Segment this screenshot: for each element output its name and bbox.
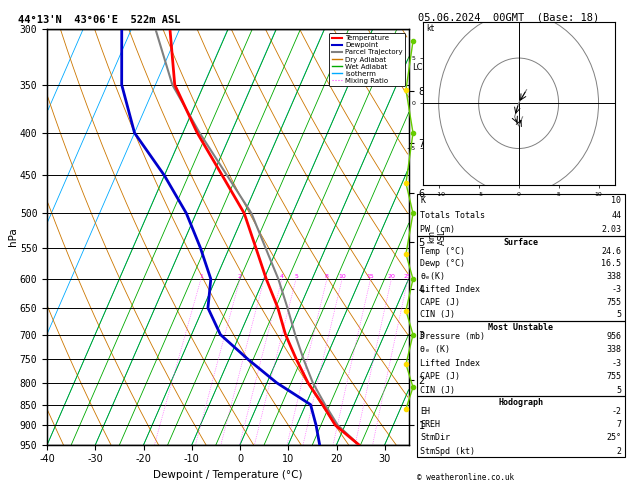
Text: CIN (J): CIN (J) — [420, 311, 455, 319]
Text: StmDir: StmDir — [420, 434, 450, 442]
Text: 5: 5 — [294, 274, 298, 279]
Text: Lifted Index: Lifted Index — [420, 285, 480, 294]
Text: 8: 8 — [325, 274, 329, 279]
Text: 2: 2 — [238, 274, 242, 279]
Text: 3: 3 — [262, 274, 266, 279]
Legend: Temperature, Dewpoint, Parcel Trajectory, Dry Adiabat, Wet Adiabat, Isotherm, Mi: Temperature, Dewpoint, Parcel Trajectory… — [329, 33, 405, 87]
Text: CAPE (J): CAPE (J) — [420, 372, 460, 382]
Text: 44: 44 — [611, 210, 621, 220]
Text: θₑ(K): θₑ(K) — [420, 272, 445, 281]
Text: CIN (J): CIN (J) — [420, 386, 455, 395]
Text: 755: 755 — [606, 372, 621, 382]
Text: EH: EH — [420, 407, 430, 416]
Text: 25: 25 — [404, 274, 412, 279]
Text: 2.03: 2.03 — [601, 225, 621, 234]
Text: 755: 755 — [606, 298, 621, 307]
Text: -3: -3 — [611, 285, 621, 294]
Text: 1: 1 — [199, 274, 203, 279]
Text: SREH: SREH — [420, 420, 440, 429]
Text: kt: kt — [426, 24, 435, 33]
Text: 956: 956 — [606, 332, 621, 341]
Text: CAPE (J): CAPE (J) — [420, 298, 460, 307]
Text: 10: 10 — [611, 196, 621, 205]
Text: 05.06.2024  00GMT  (Base: 18): 05.06.2024 00GMT (Base: 18) — [418, 12, 599, 22]
Text: 44°13'N  43°06'E  522m ASL: 44°13'N 43°06'E 522m ASL — [18, 15, 181, 25]
Text: 15: 15 — [367, 274, 374, 279]
Text: -3: -3 — [611, 359, 621, 368]
Text: Temp (°C): Temp (°C) — [420, 247, 465, 256]
Text: 338: 338 — [606, 272, 621, 281]
X-axis label: Dewpoint / Temperature (°C): Dewpoint / Temperature (°C) — [153, 470, 303, 480]
Text: K: K — [420, 196, 425, 205]
Y-axis label: km
ASL: km ASL — [428, 229, 447, 245]
Text: 5: 5 — [616, 386, 621, 395]
Text: 25°: 25° — [606, 434, 621, 442]
Text: 24.6: 24.6 — [601, 247, 621, 256]
Text: Lifted Index: Lifted Index — [420, 359, 480, 368]
Y-axis label: hPa: hPa — [8, 227, 18, 246]
Text: 10: 10 — [338, 274, 346, 279]
Text: StmSpd (kt): StmSpd (kt) — [420, 447, 475, 455]
Text: PW (cm): PW (cm) — [420, 225, 455, 234]
Text: 5: 5 — [616, 311, 621, 319]
Text: 338: 338 — [606, 345, 621, 354]
Text: Surface: Surface — [503, 238, 538, 246]
Text: 20: 20 — [387, 274, 395, 279]
Text: 7: 7 — [616, 420, 621, 429]
Text: Most Unstable: Most Unstable — [488, 323, 554, 331]
Text: © weatheronline.co.uk: © weatheronline.co.uk — [417, 473, 514, 482]
Text: Hodograph: Hodograph — [498, 398, 543, 407]
Text: Pressure (mb): Pressure (mb) — [420, 332, 485, 341]
Text: 16.5: 16.5 — [601, 260, 621, 268]
Text: -2: -2 — [611, 407, 621, 416]
Text: θₑ (K): θₑ (K) — [420, 345, 450, 354]
Text: 4: 4 — [280, 274, 284, 279]
Text: LCL: LCL — [413, 63, 428, 71]
Text: Totals Totals: Totals Totals — [420, 210, 485, 220]
Text: 2: 2 — [616, 447, 621, 455]
Text: Dewp (°C): Dewp (°C) — [420, 260, 465, 268]
